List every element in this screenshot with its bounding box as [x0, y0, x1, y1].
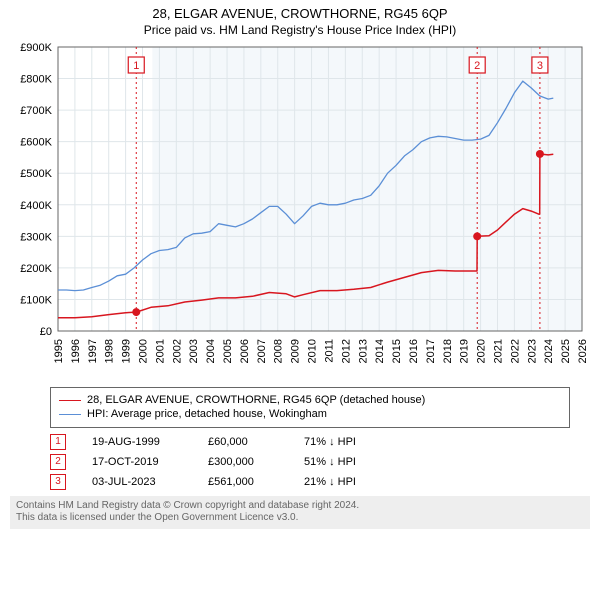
marker-date: 19-AUG-1999 — [92, 436, 182, 448]
svg-text:2020: 2020 — [476, 339, 488, 363]
svg-text:2025: 2025 — [560, 339, 572, 363]
svg-text:1997: 1997 — [87, 339, 99, 363]
chart-area: £0 £100K £200K £300K £400K £500K £600K £700K £80… — [10, 41, 590, 381]
marker-row: 2 17-OCT-2019 £300,000 51% ↓ HPI — [50, 452, 570, 472]
chart-title: 28, ELGAR AVENUE, CROWTHORNE, RG45 6QP — [0, 0, 600, 21]
svg-text:£0: £0 — [40, 326, 52, 338]
legend-swatch — [59, 414, 81, 415]
marker-number-box: 1 — [50, 434, 66, 450]
chart-svg: £0 £100K £200K £300K £400K £500K £600K £700K £80… — [10, 41, 590, 381]
svg-text:£400K: £400K — [20, 200, 52, 212]
marker-delta: 51% ↓ HPI — [304, 456, 384, 468]
legend-label: 28, ELGAR AVENUE, CROWTHORNE, RG45 6QP (… — [87, 393, 425, 407]
svg-text:2004: 2004 — [205, 339, 217, 363]
svg-text:2022: 2022 — [509, 339, 521, 363]
svg-text:2006: 2006 — [239, 339, 251, 363]
svg-text:£700K: £700K — [20, 105, 52, 117]
svg-text:1: 1 — [133, 60, 139, 72]
svg-text:2013: 2013 — [357, 339, 369, 363]
svg-text:2005: 2005 — [222, 339, 234, 363]
svg-text:£800K: £800K — [20, 74, 52, 86]
svg-text:2016: 2016 — [408, 339, 420, 363]
svg-text:2021: 2021 — [492, 339, 504, 363]
svg-text:£300K: £300K — [20, 231, 52, 243]
marker-price: £300,000 — [208, 456, 278, 468]
svg-text:1998: 1998 — [104, 339, 116, 363]
svg-text:2011: 2011 — [323, 339, 335, 363]
legend-label: HPI: Average price, detached house, Woki… — [87, 407, 327, 421]
marker-delta: 71% ↓ HPI — [304, 436, 384, 448]
svg-text:£900K: £900K — [20, 42, 52, 54]
chart-subtitle: Price paid vs. HM Land Registry's House … — [0, 21, 600, 41]
svg-text:2023: 2023 — [526, 339, 538, 363]
svg-text:2024: 2024 — [543, 339, 555, 363]
svg-text:£600K: £600K — [20, 137, 52, 149]
svg-text:2: 2 — [474, 60, 480, 72]
svg-text:£500K: £500K — [20, 168, 52, 180]
svg-text:2001: 2001 — [154, 339, 166, 363]
marker-date: 03-JUL-2023 — [92, 476, 182, 488]
svg-text:£100K: £100K — [20, 294, 52, 306]
svg-text:1999: 1999 — [121, 339, 133, 363]
markers-table: 1 19-AUG-1999 £60,000 71% ↓ HPI 2 17-OCT-2019… — [50, 432, 570, 492]
footer-line-1: Contains HM Land Registry data © Crown c… — [16, 500, 584, 513]
svg-text:2003: 2003 — [188, 339, 200, 363]
footer-line-2: This data is licensed under the Open Gov… — [16, 512, 584, 525]
svg-text:2014: 2014 — [374, 339, 386, 363]
svg-text:2002: 2002 — [171, 339, 183, 363]
svg-text:£200K: £200K — [20, 263, 52, 275]
svg-text:1996: 1996 — [70, 339, 82, 363]
svg-text:2009: 2009 — [290, 339, 302, 363]
svg-text:2018: 2018 — [442, 339, 454, 363]
marker-date: 17-OCT-2019 — [92, 456, 182, 468]
marker-price: £60,000 — [208, 436, 278, 448]
svg-text:2007: 2007 — [256, 339, 268, 363]
legend-item: 28, ELGAR AVENUE, CROWTHORNE, RG45 6QP (… — [59, 393, 561, 407]
marker-price: £561,000 — [208, 476, 278, 488]
svg-text:2010: 2010 — [307, 339, 319, 363]
svg-text:2017: 2017 — [425, 339, 437, 363]
marker-number-box: 3 — [50, 474, 66, 490]
svg-text:2008: 2008 — [273, 339, 285, 363]
legend-swatch — [59, 400, 81, 401]
marker-number-box: 2 — [50, 454, 66, 470]
legend-box: 28, ELGAR AVENUE, CROWTHORNE, RG45 6QP (… — [50, 387, 570, 428]
footer-attribution: Contains HM Land Registry data © Crown c… — [10, 496, 590, 529]
svg-text:2015: 2015 — [391, 339, 403, 363]
svg-text:1995: 1995 — [53, 339, 65, 363]
svg-text:3: 3 — [537, 60, 543, 72]
svg-text:2019: 2019 — [459, 339, 471, 363]
legend-item: HPI: Average price, detached house, Woki… — [59, 407, 561, 421]
svg-text:2012: 2012 — [340, 339, 352, 363]
marker-row: 3 03-JUL-2023 £561,000 21% ↓ HPI — [50, 472, 570, 492]
marker-row: 1 19-AUG-1999 £60,000 71% ↓ HPI — [50, 432, 570, 452]
svg-text:2000: 2000 — [138, 339, 150, 363]
svg-text:2026: 2026 — [577, 339, 589, 363]
marker-delta: 21% ↓ HPI — [304, 476, 384, 488]
